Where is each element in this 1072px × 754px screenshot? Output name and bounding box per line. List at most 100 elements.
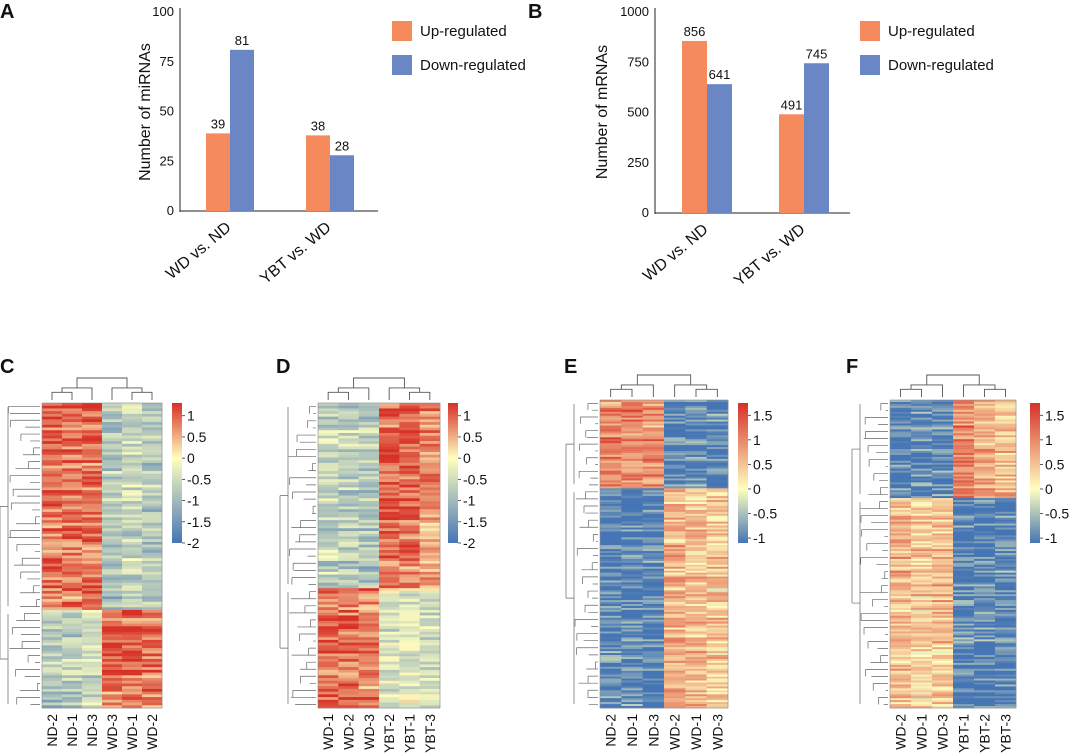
heatmap-cell: [664, 664, 686, 668]
heatmap-cell: [62, 411, 83, 415]
heatmap-cell: [82, 550, 103, 554]
heatmap-cell: [142, 601, 163, 605]
heatmap-cell: [706, 507, 729, 511]
heatmap-cell: [82, 403, 103, 407]
heatmap-cell: [82, 479, 103, 483]
heatmap-cell: [419, 571, 441, 575]
heatmap-cell: [706, 498, 729, 501]
heatmap-cell: [890, 556, 912, 560]
heatmap-cell: [932, 602, 954, 605]
heatmap-cell: [685, 435, 707, 438]
heatmap-cell: [995, 454, 1017, 458]
heatmap-cell: [974, 490, 996, 493]
panel-c-heatmap: C10.50-0.5-1-1.5-2ND-2 ND-1 ND-3 WD-3 WD-1 WD…: [0, 356, 211, 750]
heatmap-cell: [419, 604, 441, 608]
heatmap-cell: [890, 688, 912, 691]
heatmap-cell: [621, 702, 643, 705]
heatmap-cell: [358, 609, 380, 613]
heatmap-cell: [82, 539, 103, 543]
heatmap-cell: [706, 588, 729, 591]
heatmap-cell: [102, 669, 123, 673]
heatmap-cell: [932, 417, 954, 420]
heatmap-cell: [62, 680, 83, 684]
heatmap-cell: [338, 618, 359, 622]
colorbar-tick-label: 0: [187, 450, 195, 466]
heatmap-cell: [995, 503, 1017, 507]
heatmap-cell: [706, 643, 729, 646]
heatmap-cell: [379, 563, 400, 567]
heatmap-cell: [379, 642, 400, 646]
heatmap-cell: [419, 694, 441, 698]
heatmap-cell: [122, 678, 143, 682]
heatmap-cell: [974, 611, 996, 615]
heatmap-cell: [621, 576, 643, 579]
heatmap-cell: [890, 547, 912, 550]
heatmap-cell: [685, 662, 707, 666]
heatmap-cell: [664, 600, 686, 603]
heatmap-cell: [600, 403, 622, 407]
heatmap-cell: [122, 550, 143, 554]
heatmap-cell: [42, 599, 63, 603]
heatmap-cell: [995, 680, 1017, 683]
heatmap-cell: [911, 482, 933, 485]
heatmap-cell: [953, 507, 975, 511]
heatmap-cell: [642, 690, 665, 693]
heatmap-cell: [358, 473, 380, 477]
heatmap-cell: [142, 550, 163, 554]
heatmap-cell: [399, 465, 420, 469]
heatmap-cell: [932, 549, 954, 552]
heatmap-cell: [664, 445, 686, 448]
heatmap-cell: [974, 560, 996, 564]
heatmap-cell: [62, 691, 83, 695]
heatmap-cell: [890, 470, 912, 473]
heatmap-cell: [995, 645, 1017, 648]
heatmap-cell: [911, 594, 933, 597]
heatmap-cell: [399, 702, 420, 706]
heatmap-cell: [995, 429, 1017, 432]
heatmap-cell: [953, 651, 975, 654]
heatmap-cell: [664, 527, 686, 530]
heatmap-cell: [974, 604, 996, 607]
heatmap-cell: [358, 528, 380, 532]
heatmap-cell: [419, 702, 441, 706]
heatmap-cell: [419, 634, 441, 638]
heatmap-cell: [102, 473, 123, 477]
heatmap-cell: [102, 653, 123, 657]
heatmap-cell: [664, 500, 686, 503]
heatmap-cell: [953, 547, 975, 550]
heatmap-cell: [974, 452, 996, 456]
heatmap-cell: [932, 411, 954, 415]
heatmap-cell: [358, 664, 380, 668]
heatmap-cell: [399, 522, 420, 526]
heatmap-cell: [932, 521, 954, 524]
heatmap-cell: [642, 421, 665, 424]
heatmap-cell: [62, 487, 83, 491]
heatmap-cell: [932, 517, 954, 520]
heatmap-cell: [974, 496, 996, 499]
y-tick-label: 250: [627, 155, 649, 170]
heatmap-cell: [974, 447, 996, 450]
heatmap-cell: [706, 658, 729, 662]
heatmap-cell: [419, 509, 441, 513]
heatmap-cell: [706, 435, 729, 438]
heatmap-cell: [890, 655, 912, 658]
heatmap-cell: [664, 605, 686, 609]
heatmap-cell: [685, 607, 707, 611]
heatmap-cell: [932, 633, 954, 636]
heatmap-cell: [974, 568, 996, 571]
heatmap-cell: [42, 577, 63, 581]
heatmap-cell: [664, 441, 686, 444]
heatmap-cell: [642, 486, 665, 489]
heatmap-cell: [642, 527, 665, 530]
heatmap-cell: [82, 405, 103, 409]
heatmap-cell: [419, 697, 441, 701]
heatmap-cell: [62, 648, 83, 652]
heatmap-cell: [600, 590, 622, 593]
heatmap-cell: [911, 690, 933, 693]
heatmap-cell: [318, 588, 339, 592]
heatmap-cell: [953, 680, 975, 683]
heatmap-cell: [318, 620, 339, 624]
heatmap-cell: [995, 594, 1017, 597]
heatmap-cell: [974, 480, 996, 483]
heatmap-cell: [911, 549, 933, 552]
